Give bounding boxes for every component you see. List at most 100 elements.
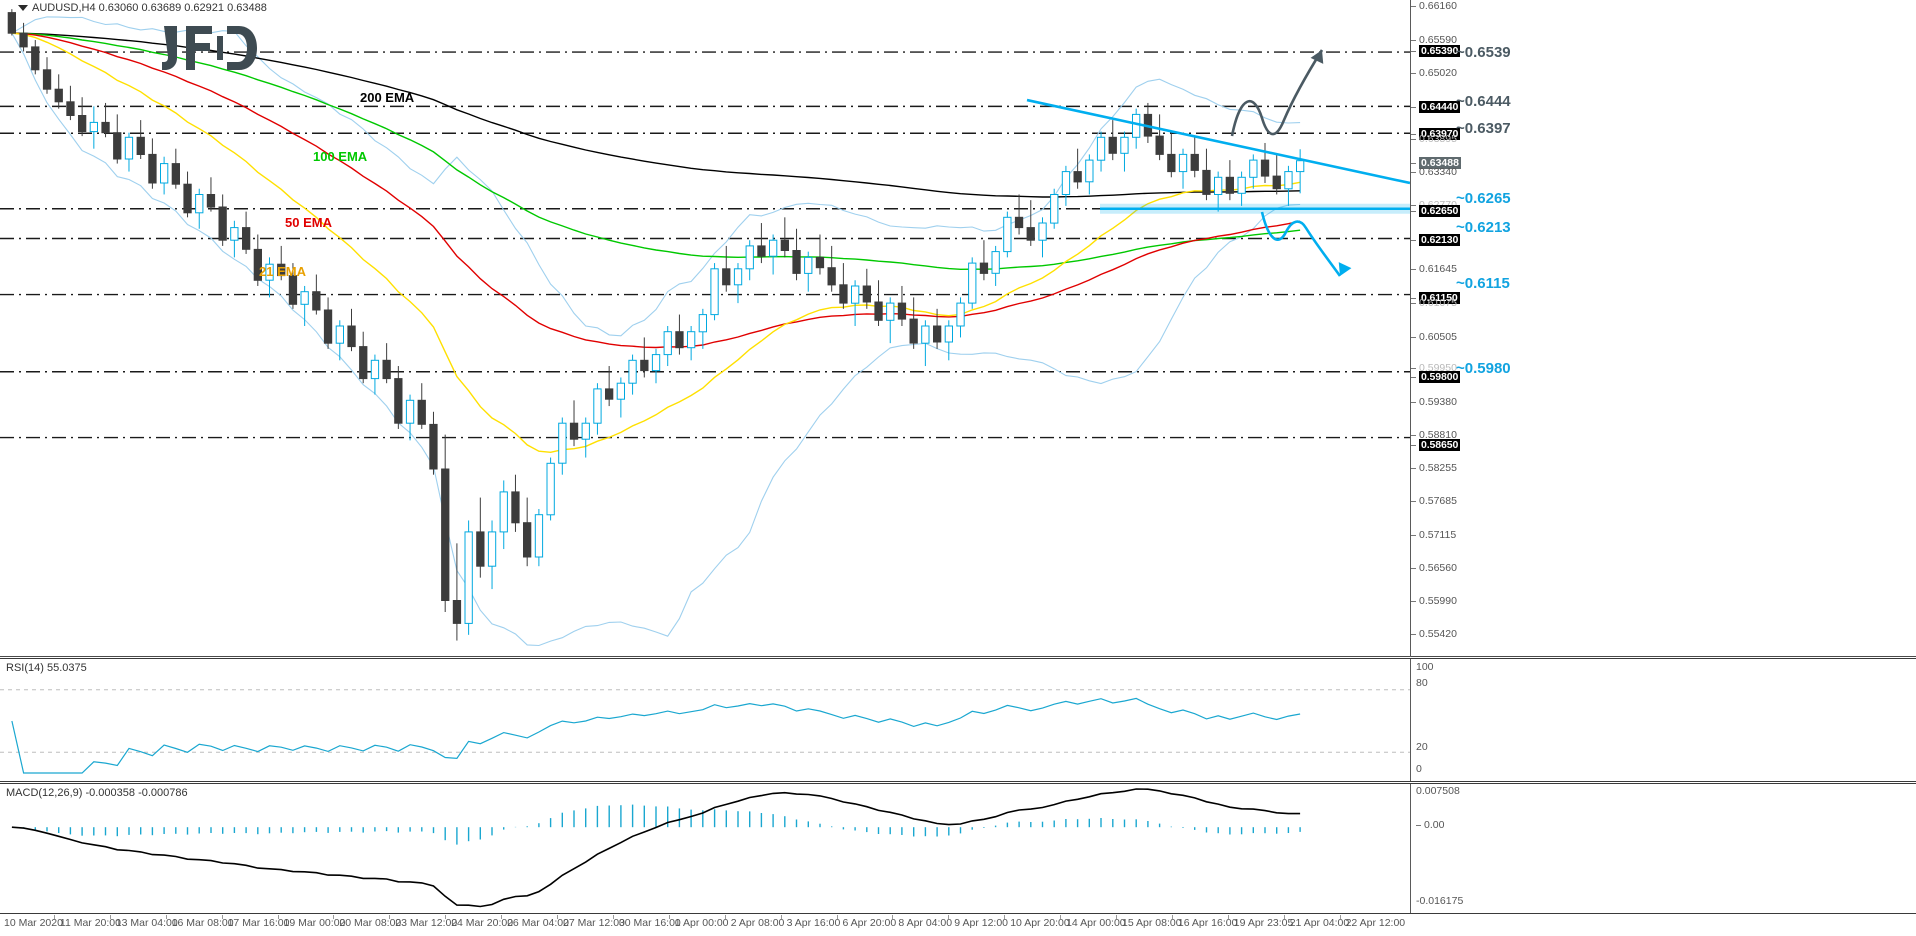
price-tick: 0.63488	[1411, 157, 1461, 169]
time-axis-separator	[948, 915, 950, 919]
macd-scale-tick: 0.007508	[1416, 785, 1460, 797]
price-tick: 0.57685	[1411, 495, 1457, 507]
level-annotation-6265: ~0.6265	[1456, 190, 1511, 207]
price-tick: 0.61150	[1411, 292, 1460, 304]
time-axis-separator	[1283, 915, 1285, 919]
price-tick: 0.55420	[1411, 628, 1457, 640]
time-axis-separator	[445, 915, 447, 919]
price-tick: 0.63895	[1411, 133, 1457, 145]
ema-100-label: 100 EMA	[313, 149, 368, 164]
rsi-scale-tick: 0	[1416, 763, 1422, 775]
time-axis-tick: 11 Mar 20:00	[59, 917, 121, 929]
price-tick: 0.65590	[1411, 34, 1457, 46]
price-axis-divider	[1410, 0, 1411, 657]
rsi-scale-tick: 80	[1416, 677, 1428, 689]
time-axis-separator	[53, 915, 55, 919]
price-tick: 0.61075	[1411, 297, 1457, 309]
price-tick: 0.61645	[1411, 263, 1457, 275]
price-tick: 0.65390	[1411, 45, 1461, 57]
time-axis-separator	[501, 915, 503, 919]
time-axis-separator	[780, 915, 782, 919]
price-tick: 0.63340	[1411, 166, 1457, 178]
price-tick: 0.62130	[1411, 234, 1461, 246]
time-axis-tick: 8 Apr 04:00	[898, 917, 953, 929]
time-axis-separator	[277, 915, 279, 919]
time-axis-separator	[612, 915, 614, 919]
time-axis-separator	[557, 915, 558, 919]
time-axis-tick: 19 Apr 23:05	[1233, 917, 1294, 929]
time-axis-tick: 3 Apr 16:00	[786, 917, 841, 929]
time-axis-tick: 23 Mar 12:00	[395, 917, 458, 929]
rsi-scale-tick: 20	[1416, 741, 1428, 753]
price-plot-area[interactable]	[0, 0, 1410, 657]
time-axis-tick: 16 Mar 08:00	[171, 917, 234, 929]
price-tick: 0.65020	[1411, 67, 1457, 79]
time-axis-separator	[1004, 915, 1006, 919]
time-axis-separator	[892, 915, 894, 919]
time-axis-tick: 22 Apr 12:00	[1345, 917, 1406, 929]
time-axis[interactable]: 10 Mar 2020 11 Mar 20:00 13 Mar 04:00 16 Ma…	[0, 915, 1916, 936]
time-axis-separator	[333, 915, 335, 919]
time-axis-tick: 15 Apr 08:00	[1122, 917, 1182, 929]
symbol-header-text: AUDUSD,H4 0.63060 0.63689 0.62921 0.6348…	[32, 2, 267, 14]
price-tick: 0.56560	[1411, 562, 1457, 574]
time-axis-tick: 24 Mar 20:00	[451, 917, 514, 929]
time-axis-tick: 27 Mar 12:00	[563, 917, 625, 929]
time-axis-tick: 16 Apr 16:00	[1177, 917, 1238, 929]
time-axis-separator	[389, 915, 391, 919]
price-tick: 0.64440	[1411, 101, 1461, 113]
time-axis-separator	[836, 915, 838, 919]
time-axis-separator	[668, 915, 670, 919]
jfd-logo	[162, 26, 257, 70]
time-axis-tick: 14 Apr 00:00	[1066, 917, 1126, 929]
time-axis-tick: 20 Mar 08:00	[339, 917, 402, 929]
time-axis-tick: 10 Apr 20:00	[1010, 917, 1070, 929]
level-annotation-5980: ~0.5980	[1456, 360, 1511, 377]
ema-50-label: 50 EMA	[285, 215, 332, 230]
macd-axis-divider	[1410, 784, 1411, 913]
price-tick: 0.62650	[1411, 205, 1461, 217]
macd-scale-tick: -0.016175	[1416, 895, 1464, 907]
price-tick: 0.58255	[1411, 462, 1457, 474]
time-axis-separator	[221, 915, 223, 919]
level-annotation-6213: ~0.6213	[1456, 219, 1511, 236]
time-axis-separator	[109, 915, 111, 919]
price-tick: 0.58810	[1411, 429, 1457, 441]
price-tick: 0.59380	[1411, 396, 1457, 408]
time-axis-separator	[1227, 915, 1229, 919]
time-axis-tick: 19 Mar 00:00	[283, 917, 346, 929]
rsi-axis-divider	[1410, 659, 1411, 781]
price-tick: 0.57115	[1411, 529, 1456, 541]
rsi-plot-area[interactable]	[0, 659, 1410, 783]
time-axis-separator	[1116, 915, 1117, 919]
macd-header: MACD(12,26,9) -0.000358 -0.000786	[6, 787, 188, 799]
time-axis-separator	[724, 915, 726, 919]
time-axis-tick: 10 Mar 2020	[4, 917, 63, 929]
price-tick: 0.59800	[1411, 371, 1461, 383]
ema-21-label: 21 EMA	[259, 264, 306, 279]
symbol-header: AUDUSD,H4 0.63060 0.63689 0.62921 0.6348…	[18, 2, 267, 14]
rsi-panel[interactable]: RSI(14) 55.0375	[0, 658, 1916, 782]
time-axis-separator	[1171, 915, 1173, 919]
level-annotation-6397: ~0.6397	[1456, 120, 1511, 137]
time-axis-tick: 13 Mar 04:00	[115, 917, 178, 929]
time-axis-separator	[1339, 915, 1341, 919]
time-axis-tick: 30 Mar 16:00	[618, 917, 681, 929]
time-axis-tick: 26 Mar 04:00	[507, 917, 569, 929]
time-axis-separator	[1060, 915, 1062, 919]
macd-panel[interactable]: MACD(12,26,9) -0.000358 -0.000786	[0, 783, 1916, 914]
price-tick: 0.58650	[1411, 439, 1461, 451]
level-annotation-6539: ~0.6539	[1456, 44, 1511, 61]
price-tick: 0.63970	[1411, 128, 1461, 140]
time-axis-tick: 1 Apr 00:00	[674, 917, 729, 929]
macd-plot-area[interactable]	[0, 784, 1410, 915]
price-tick: 0.66160	[1411, 0, 1457, 12]
time-axis-tick: 17 Mar 16:00	[227, 917, 290, 929]
rsi-scale-tick: 100	[1416, 661, 1434, 673]
time-axis-tick: 6 Apr 20:00	[842, 917, 897, 929]
level-annotation-6444: ~0.6444	[1456, 93, 1511, 110]
time-axis-tick: 2 Apr 08:00	[730, 917, 785, 929]
triangle-down-icon[interactable]	[18, 5, 28, 12]
price-chart-panel[interactable]: AUDUSD,H4 0.63060 0.63689 0.62921 0.6348…	[0, 0, 1916, 672]
time-axis-separator	[165, 915, 167, 919]
